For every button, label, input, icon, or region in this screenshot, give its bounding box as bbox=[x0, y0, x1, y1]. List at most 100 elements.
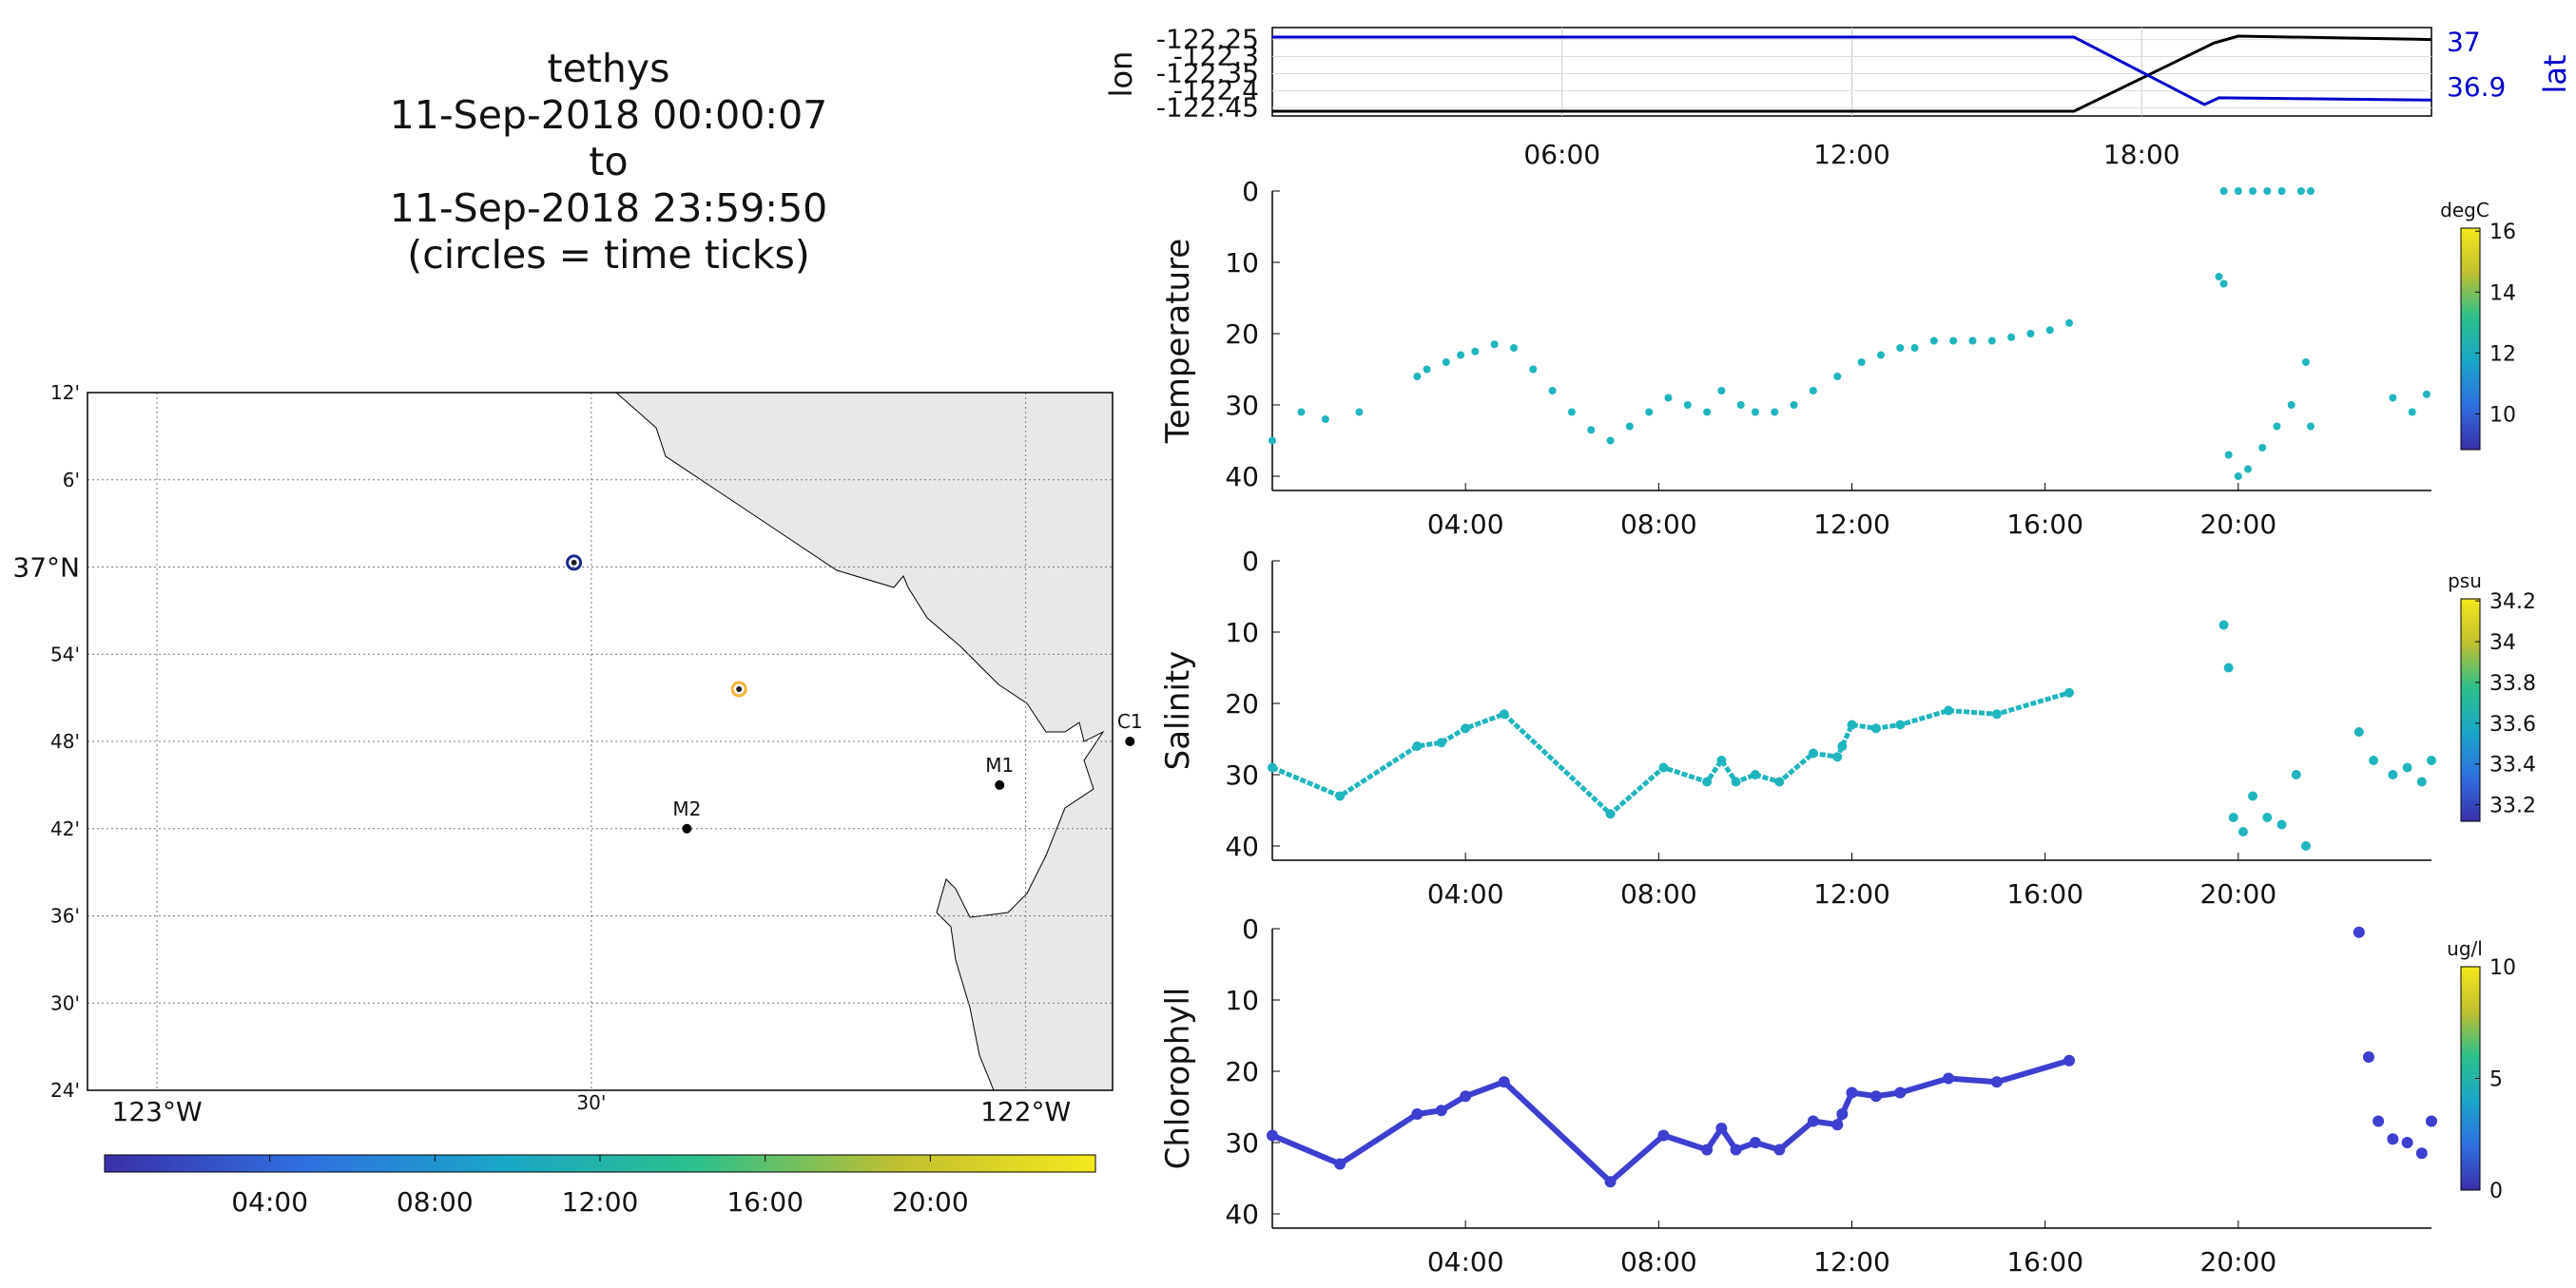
Chlorophyll-x-tick-label: 08:00 bbox=[1620, 1246, 1697, 1278]
Chlorophyll-point bbox=[2353, 926, 2365, 938]
Chlorophyll-point bbox=[1701, 1144, 1714, 1156]
Temperature-x-tick-label: 08:00 bbox=[1620, 509, 1697, 540]
Temperature-point bbox=[1413, 373, 1422, 380]
map-colorbar-tick-label: 20:00 bbox=[892, 1186, 969, 1218]
Temperature-point bbox=[2224, 451, 2233, 459]
Temperature-colorbar-tick-label: 16 bbox=[2489, 221, 2516, 244]
Chlorophyll-colorbar-tick-label: 10 bbox=[2489, 956, 2516, 980]
Chlorophyll-point bbox=[1460, 1090, 1472, 1103]
Salinity-colorbar-tick-label: 33.6 bbox=[2489, 713, 2536, 737]
Salinity-ylabel: Salinity bbox=[1159, 651, 1197, 771]
Salinity-transect-line bbox=[1271, 690, 2070, 817]
Salinity-colorbar-tick-label: 33.8 bbox=[2489, 672, 2536, 696]
Temperature-point bbox=[1876, 351, 1885, 359]
map-colorbar-tick-label: 16:00 bbox=[726, 1186, 804, 1218]
Temperature-point bbox=[2234, 187, 2242, 195]
Temperature-point bbox=[1987, 336, 1996, 345]
Temperature-colorbar-tick-label: 12 bbox=[2489, 342, 2516, 366]
Salinity-colorbar-label: psu bbox=[2448, 569, 2482, 592]
position-lat-tick: 36.9 bbox=[2447, 71, 2506, 103]
Salinity-point bbox=[2369, 756, 2379, 765]
Temperature-point bbox=[1471, 347, 1480, 356]
Salinity-x-tick-label: 20:00 bbox=[2199, 878, 2276, 910]
Temperature-point bbox=[2045, 326, 2054, 335]
Temperature-point bbox=[1645, 408, 1654, 416]
Temperature-point bbox=[1423, 365, 1431, 374]
Chlorophyll-y-tick-label: 30 bbox=[1225, 1127, 1259, 1159]
map-lon-label: 123°W bbox=[112, 1096, 203, 1127]
Temperature-point bbox=[2389, 394, 2397, 402]
Chlorophyll-point bbox=[1334, 1158, 1346, 1170]
figure-title: tethys 11-Sep-2018 00:00:07 to 11-Sep-20… bbox=[314, 46, 903, 279]
Salinity-point bbox=[1808, 748, 1818, 759]
Temperature-point bbox=[1625, 422, 1634, 431]
Salinity-point bbox=[1436, 738, 1446, 748]
Chlorophyll-point bbox=[2063, 1054, 2076, 1067]
Chlorophyll-point bbox=[2401, 1137, 2413, 1148]
map-lat-label: 37°N bbox=[12, 552, 80, 584]
Temperature-point bbox=[1567, 408, 1576, 416]
Temperature-y-tick-label: 40 bbox=[1225, 461, 1259, 492]
Temperature-point bbox=[2296, 187, 2305, 195]
Temperature-point bbox=[2273, 422, 2281, 431]
Salinity-point bbox=[2353, 727, 2364, 737]
Chlorophyll-point bbox=[1435, 1105, 1447, 1117]
Salinity-point bbox=[1412, 741, 1423, 751]
map-colorbar-tick-label: 04:00 bbox=[231, 1186, 308, 1218]
map-lon-label: 30' bbox=[576, 1091, 606, 1114]
Temperature-point bbox=[2243, 465, 2252, 473]
Temperature-y-tick-label: 30 bbox=[1225, 390, 1259, 421]
track-point bbox=[571, 559, 577, 566]
Chlorophyll-transect-line bbox=[1270, 1057, 2070, 1186]
Chlorophyll-point bbox=[1990, 1076, 2003, 1088]
Salinity-x-tick-label: 12:00 bbox=[1813, 878, 1890, 910]
Salinity-point bbox=[1837, 741, 1848, 751]
Temperature-ylabel: Temperature bbox=[1159, 239, 1197, 444]
Chlorophyll-point bbox=[1411, 1108, 1424, 1120]
Temperature-point bbox=[2422, 390, 2431, 398]
Temperature-point bbox=[2258, 444, 2267, 452]
Chlorophyll-point bbox=[2426, 1115, 2437, 1127]
Salinity-colorbar-tick-label: 33.4 bbox=[2489, 754, 2536, 778]
Salinity-point bbox=[1991, 709, 2002, 720]
Chlorophyll-y-tick-label: 20 bbox=[1225, 1056, 1259, 1087]
Salinity-y-tick-label: 40 bbox=[1225, 831, 1259, 862]
Salinity-point bbox=[2262, 813, 2273, 822]
map-lat-label: 54' bbox=[50, 643, 80, 665]
Temperature-point bbox=[1929, 336, 1938, 345]
Salinity-point bbox=[1870, 723, 1881, 734]
Salinity-point bbox=[2223, 663, 2234, 673]
Salinity-point bbox=[1605, 809, 1616, 819]
Temperature-y-tick-label: 20 bbox=[1225, 318, 1259, 350]
Salinity-point bbox=[1847, 720, 1857, 730]
Chlorophyll-point bbox=[1657, 1129, 1670, 1142]
Salinity-point bbox=[1461, 723, 1471, 734]
Chlorophyll-ylabel: Chlorophyll bbox=[1159, 988, 1197, 1170]
Salinity-point bbox=[1702, 777, 1713, 787]
Salinity-x-tick-label: 08:00 bbox=[1620, 878, 1697, 910]
Temperature-point bbox=[1857, 358, 1866, 366]
Chlorophyll-point bbox=[1604, 1176, 1617, 1188]
Temperature-point bbox=[1490, 340, 1499, 349]
Temperature-point bbox=[1833, 373, 1842, 380]
Temperature-x-tick-label: 12:00 bbox=[1813, 509, 1890, 540]
Salinity-colorbar bbox=[2460, 598, 2481, 822]
Temperature-point bbox=[2307, 187, 2315, 195]
Salinity-point bbox=[1335, 791, 1346, 801]
Chlorophyll-x-tick-label: 04:00 bbox=[1427, 1246, 1504, 1278]
Salinity-point bbox=[1716, 756, 1727, 765]
Chlorophyll-point bbox=[1894, 1086, 1907, 1099]
Temperature-point bbox=[2065, 318, 2074, 327]
Salinity-y-tick-label: 10 bbox=[1225, 617, 1259, 648]
Chlorophyll-point bbox=[1943, 1072, 1955, 1085]
Chlorophyll-point bbox=[1749, 1137, 1761, 1148]
Temperature-point bbox=[1968, 336, 1977, 345]
Temperature-point bbox=[1457, 351, 1465, 359]
track-point bbox=[736, 685, 743, 692]
Salinity-y-tick-label: 0 bbox=[1242, 546, 1259, 577]
Chlorophyll-point bbox=[2373, 1115, 2385, 1127]
Temperature-point bbox=[2277, 187, 2286, 195]
map-lat-label: 24' bbox=[50, 1079, 80, 1102]
Temperature-colorbar-label: degC bbox=[2440, 199, 2489, 221]
